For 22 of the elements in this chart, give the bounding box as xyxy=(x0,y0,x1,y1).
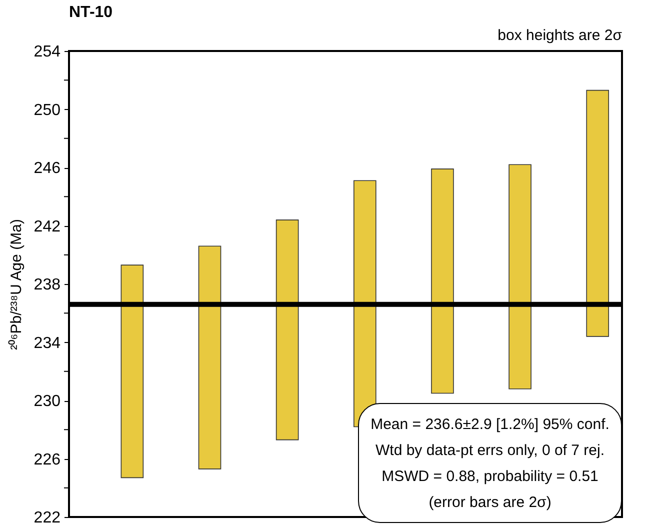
bar xyxy=(198,246,222,470)
bar xyxy=(276,220,299,440)
text: box heights are 2σ xyxy=(498,27,623,44)
y-axis-title: ²⁰⁶Pb/²³⁸U Age (Ma) xyxy=(8,219,25,350)
chart-title: NT-10 xyxy=(69,4,113,21)
y-tick-label: 222 xyxy=(34,510,61,526)
annotation: Wtd by data-pt errs only, 0 of 7 rej. xyxy=(374,441,606,461)
bar xyxy=(120,264,144,478)
bar xyxy=(431,168,454,394)
y-tick-label: 226 xyxy=(34,451,61,468)
y-tick-label: 230 xyxy=(34,393,61,410)
annotation: MSWD = 0.88, probability = 0.51 xyxy=(380,467,600,487)
annotation: Mean = 236.6±2.9 [1.2%] 95% conf. xyxy=(370,415,610,435)
y-tick-label: 254 xyxy=(34,44,61,60)
y-tick-label: 238 xyxy=(34,276,61,294)
bar xyxy=(508,164,532,390)
y-tick-label: 250 xyxy=(34,102,61,119)
bar xyxy=(586,90,610,337)
y-tick-label: 246 xyxy=(34,160,61,177)
y-tick-label: 242 xyxy=(34,218,61,236)
y-tick-label: 234 xyxy=(34,334,61,352)
annotation: (error bars are 2σ) xyxy=(428,493,552,513)
